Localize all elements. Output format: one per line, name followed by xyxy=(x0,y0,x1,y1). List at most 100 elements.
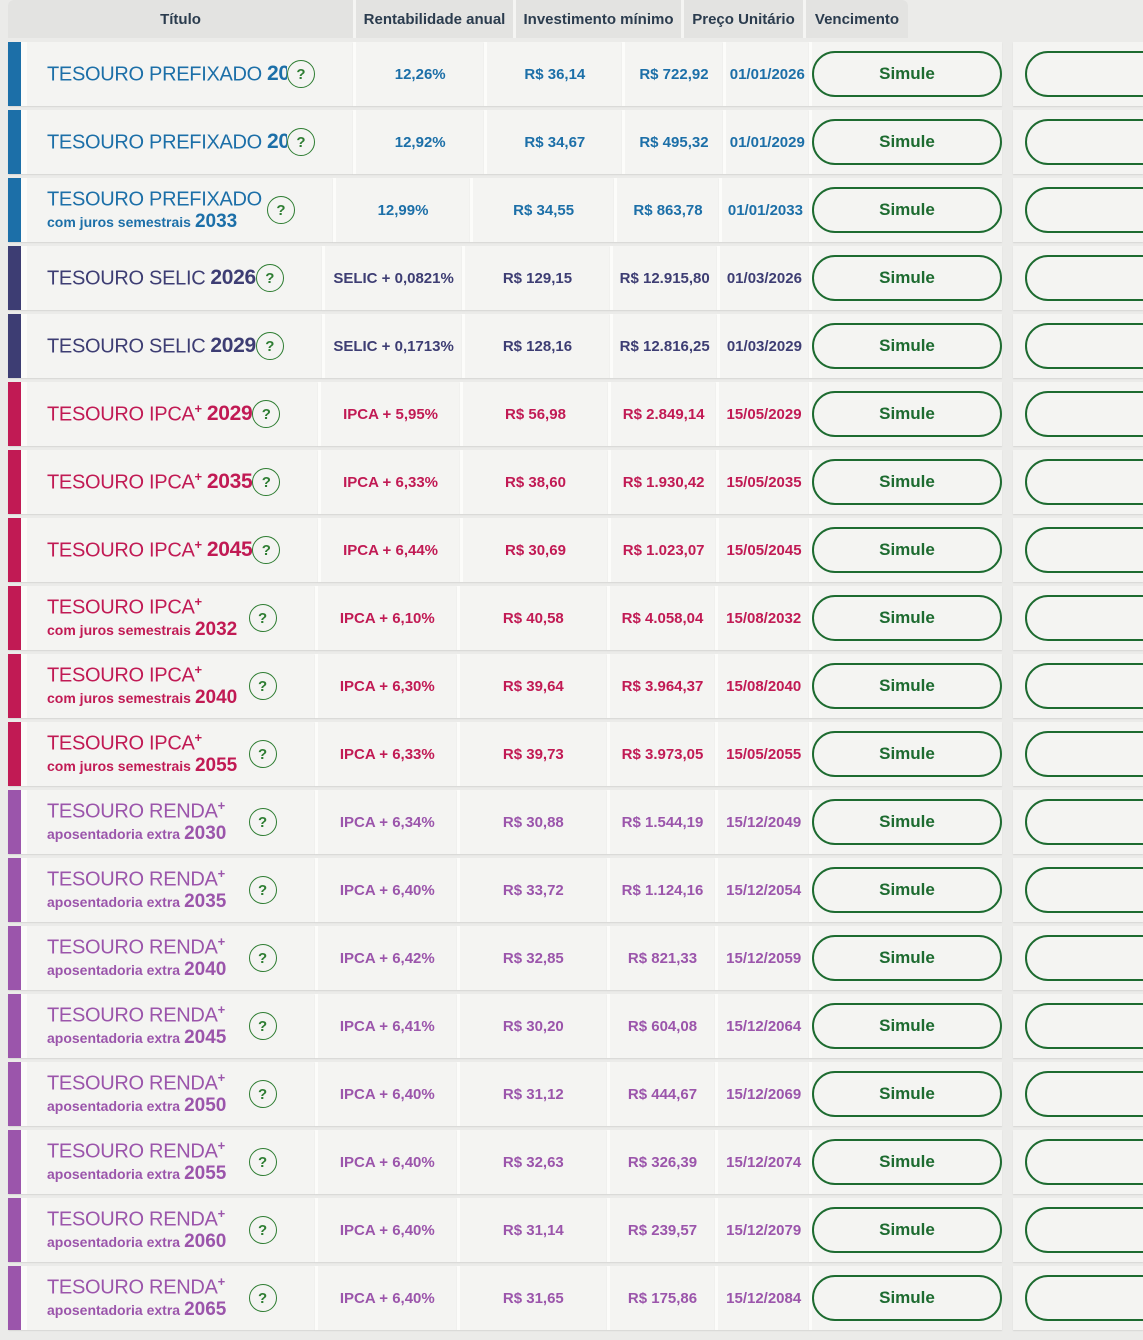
help-icon[interactable]: ? xyxy=(248,672,277,700)
table-row: TESOURO RENDA+ aposentadoria extra 2040 ?… xyxy=(8,926,1143,990)
bond-title: TESOURO IPCA+ 2029 xyxy=(47,401,253,426)
maturity-cell: 01/01/2029 xyxy=(722,110,809,174)
cutoff-action-button[interactable] xyxy=(1025,1207,1143,1253)
cutoff-action-button[interactable] xyxy=(1025,867,1143,913)
cutoff-action-button[interactable] xyxy=(1025,663,1143,709)
cutoff-action-button[interactable] xyxy=(1025,799,1143,845)
help-icon[interactable]: ? xyxy=(248,604,277,632)
unit-price-value: R$ 12.816,25 xyxy=(619,337,710,355)
cutoff-action-button[interactable] xyxy=(1025,527,1143,573)
help-icon[interactable]: ? xyxy=(248,944,277,972)
help-icon[interactable]: ? xyxy=(287,60,315,88)
bond-title: TESOURO PREFIXADO com juros semestrais 20… xyxy=(47,189,262,232)
cutoff-action-button[interactable] xyxy=(1025,459,1143,505)
maturity-cell: 15/08/2032 xyxy=(715,586,809,650)
help-icon[interactable]: ? xyxy=(248,1012,277,1040)
simulate-button[interactable]: Simule xyxy=(812,459,1002,505)
min-investment-value: R$ 40,58 xyxy=(502,609,564,627)
bond-title: TESOURO RENDA+ aposentadoria extra 2065 xyxy=(47,1275,227,1320)
cutoff-action-button[interactable] xyxy=(1025,731,1143,777)
row-accent-bar xyxy=(8,1266,21,1330)
help-icon[interactable]: ? xyxy=(252,400,281,428)
maturity-date: 15/12/2049 xyxy=(726,813,802,831)
help-icon[interactable]: ? xyxy=(248,1216,277,1244)
row-accent-bar xyxy=(8,382,21,446)
row-accent-gap xyxy=(21,1130,27,1194)
min-investment-value: R$ 32,63 xyxy=(502,1153,564,1171)
simulate-button[interactable]: Simule xyxy=(812,1139,1002,1185)
bond-title-cell: TESOURO IPCA+ com juros semestrais 2040 ? xyxy=(8,654,315,718)
cutoff-action-button[interactable] xyxy=(1025,187,1143,233)
min-investment-value: R$ 56,98 xyxy=(505,405,566,423)
simulate-button[interactable]: Simule xyxy=(812,935,1002,981)
help-icon[interactable]: ? xyxy=(248,1148,277,1176)
simulate-button[interactable]: Simule xyxy=(812,731,1002,777)
simulate-cell: Simule xyxy=(809,654,1002,718)
simulate-cell: Simule xyxy=(809,314,1003,378)
help-icon[interactable]: ? xyxy=(248,740,277,768)
help-icon[interactable]: ? xyxy=(266,196,295,224)
cutoff-action-button[interactable] xyxy=(1025,119,1143,165)
min-investment-value: R$ 31,65 xyxy=(502,1289,564,1307)
help-icon[interactable]: ? xyxy=(252,468,281,496)
help-icon[interactable]: ? xyxy=(248,808,277,836)
simulate-button[interactable]: Simule xyxy=(812,527,1002,573)
simulate-button[interactable]: Simule xyxy=(812,391,1002,437)
maturity-date: 15/12/2074 xyxy=(726,1153,802,1171)
unit-price-value: R$ 821,33 xyxy=(627,949,698,967)
maturity-cell: 01/03/2029 xyxy=(716,314,810,378)
min-investment-value: R$ 36,14 xyxy=(524,65,586,83)
simulate-button[interactable]: Simule xyxy=(812,323,1003,369)
cutoff-action-button[interactable] xyxy=(1025,1139,1143,1185)
simulate-button[interactable]: Simule xyxy=(812,119,1002,165)
min-investment-cell: R$ 33,72 xyxy=(457,858,607,922)
cutoff-action-button[interactable] xyxy=(1025,1003,1143,1049)
simulate-button[interactable]: Simule xyxy=(812,255,1003,301)
simulate-button[interactable]: Simule xyxy=(812,1275,1002,1321)
cutoff-action-cell xyxy=(1013,926,1143,990)
help-icon[interactable]: ? xyxy=(248,1284,277,1312)
help-icon[interactable]: ? xyxy=(255,332,284,360)
simulate-button[interactable]: Simule xyxy=(812,1071,1002,1117)
cutoff-action-cell xyxy=(1013,722,1143,786)
cutoff-action-button[interactable] xyxy=(1025,595,1143,641)
row-accent-gap xyxy=(21,654,27,718)
min-investment-cell: R$ 34,67 xyxy=(484,110,623,174)
help-icon[interactable]: ? xyxy=(248,876,277,904)
bond-title-cell: TESOURO IPCA+ 2035 ? xyxy=(8,450,319,514)
table-row: TESOURO RENDA+ aposentadoria extra 2055 ?… xyxy=(8,1130,1143,1194)
unit-price-cell: R$ 12.915,80 xyxy=(609,246,717,310)
cutoff-action-button[interactable] xyxy=(1025,1275,1143,1321)
table-row: TESOURO IPCA+ com juros semestrais 2055 ?… xyxy=(8,722,1143,786)
help-icon[interactable]: ? xyxy=(255,264,284,292)
simulate-button[interactable]: Simule xyxy=(812,1207,1002,1253)
min-investment-value: R$ 129,15 xyxy=(502,269,573,287)
help-icon[interactable]: ? xyxy=(287,128,315,156)
cutoff-action-button[interactable] xyxy=(1025,51,1143,97)
rate-cell: 12,99% xyxy=(332,178,471,242)
simulate-button[interactable]: Simule xyxy=(812,1003,1002,1049)
cutoff-action-button[interactable] xyxy=(1025,255,1143,301)
simulate-button[interactable]: Simule xyxy=(812,799,1002,845)
simulate-button[interactable]: Simule xyxy=(812,663,1002,709)
maturity-cell: 15/08/2040 xyxy=(715,654,809,718)
cutoff-action-cell xyxy=(1013,246,1143,310)
min-investment-cell: R$ 39,73 xyxy=(457,722,607,786)
help-icon[interactable]: ? xyxy=(252,536,281,564)
min-investment-cell: R$ 38,60 xyxy=(459,450,609,514)
cutoff-action-button[interactable] xyxy=(1025,935,1143,981)
simulate-button[interactable]: Simule xyxy=(812,867,1002,913)
simulate-button[interactable]: Simule xyxy=(812,187,1002,233)
rate-cell: IPCA + 6,44% xyxy=(318,518,460,582)
cutoff-action-button[interactable] xyxy=(1025,391,1143,437)
cutoff-action-button[interactable] xyxy=(1025,323,1143,369)
unit-price-cell: R$ 722,92 xyxy=(622,42,723,106)
help-icon[interactable]: ? xyxy=(248,1080,277,1108)
simulate-button[interactable]: Simule xyxy=(812,51,1002,97)
table-row: TESOURO SELIC 2029 ? SELIC + 0,1713% R$ 1… xyxy=(8,314,1143,378)
bond-title-cell: TESOURO PREFIXADO com juros semestrais 20… xyxy=(8,178,333,242)
simulate-button[interactable]: Simule xyxy=(812,595,1002,641)
cutoff-action-button[interactable] xyxy=(1025,1071,1143,1117)
row-accent-gap xyxy=(21,518,27,582)
